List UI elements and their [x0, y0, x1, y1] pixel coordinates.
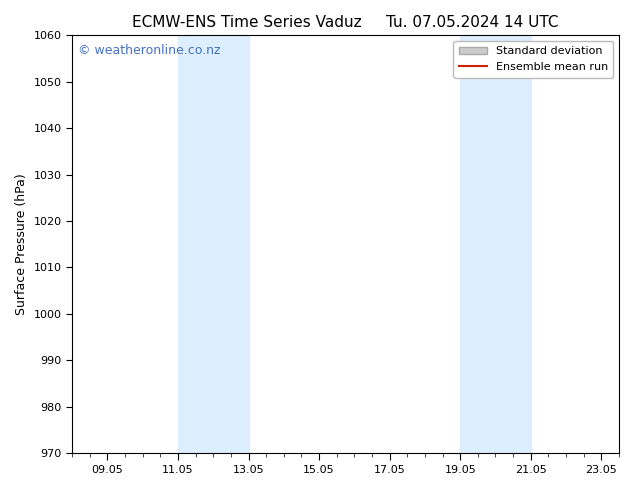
Legend: Standard deviation, Ensemble mean run: Standard deviation, Ensemble mean run — [453, 41, 614, 77]
Title: ECMW-ENS Time Series Vaduz     Tu. 07.05.2024 14 UTC: ECMW-ENS Time Series Vaduz Tu. 07.05.202… — [133, 15, 559, 30]
Bar — [178, 35, 249, 453]
Text: © weatheronline.co.nz: © weatheronline.co.nz — [77, 44, 220, 57]
Bar — [460, 35, 531, 453]
Y-axis label: Surface Pressure (hPa): Surface Pressure (hPa) — [15, 173, 28, 315]
